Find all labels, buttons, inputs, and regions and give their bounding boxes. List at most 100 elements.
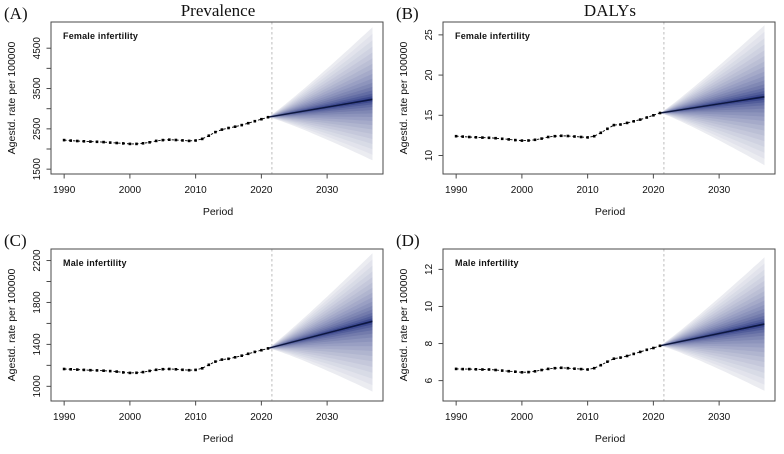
x-tick-label: 2010 bbox=[577, 412, 600, 423]
history-point bbox=[652, 114, 655, 117]
x-tick-label: 1990 bbox=[53, 412, 76, 423]
history-line bbox=[64, 116, 269, 145]
forecast-median-line bbox=[659, 96, 765, 114]
plot-border bbox=[442, 248, 776, 402]
history-point bbox=[102, 140, 105, 144]
x-tick-label: 1990 bbox=[53, 185, 76, 196]
history-point bbox=[599, 363, 603, 367]
history-point bbox=[214, 360, 217, 363]
history-point bbox=[606, 127, 609, 131]
history-point bbox=[507, 138, 510, 141]
history-point bbox=[494, 136, 497, 140]
history-point bbox=[494, 368, 497, 372]
y-tick-label: 20 bbox=[424, 69, 435, 81]
history-point bbox=[69, 368, 72, 371]
y-tick-label: 3500 bbox=[32, 77, 43, 100]
history-point bbox=[638, 118, 642, 121]
panel-letter: (B) bbox=[396, 4, 419, 23]
x-axis-title: Period bbox=[202, 206, 234, 218]
column-title-dalys: DALYs bbox=[583, 1, 637, 20]
history-point bbox=[619, 123, 622, 126]
history-point bbox=[181, 139, 184, 142]
history-point bbox=[200, 137, 204, 141]
history-point bbox=[481, 368, 484, 371]
history-point bbox=[527, 139, 530, 142]
x-tick-label: 2020 bbox=[250, 412, 273, 423]
history-point bbox=[62, 138, 66, 142]
panel-c-male-prevalence: 1990 2000 2010 2020 2030 1000 1400 1800 2200 (C)… bbox=[0, 227, 392, 454]
history-point bbox=[553, 134, 557, 138]
history-point bbox=[632, 120, 635, 123]
history-point bbox=[606, 360, 609, 363]
y-axis-title: Agestd. rate per 100000 bbox=[398, 41, 410, 155]
history-point bbox=[566, 134, 570, 138]
history-point bbox=[227, 126, 230, 130]
history-point bbox=[474, 136, 478, 139]
history-point bbox=[599, 131, 603, 135]
history-point bbox=[514, 138, 517, 142]
fan-band bbox=[268, 320, 373, 349]
x-tick-label: 2000 bbox=[119, 185, 142, 196]
history-point bbox=[95, 140, 99, 144]
history-point bbox=[592, 134, 596, 138]
history-point bbox=[122, 142, 125, 145]
fan-band bbox=[660, 87, 765, 113]
panel-b-female-dalys: 1990 2000 2010 2020 2030 10 15 20 25 (B) Female … bbox=[392, 0, 784, 227]
history-point bbox=[135, 371, 138, 375]
history-point bbox=[658, 344, 662, 348]
x-axis-title: Period bbox=[594, 206, 626, 218]
x-tick-label: 2020 bbox=[250, 185, 273, 196]
x-tick-label: 1990 bbox=[445, 412, 468, 423]
history-point bbox=[612, 123, 616, 127]
history-point bbox=[625, 121, 629, 125]
history-point bbox=[592, 366, 596, 370]
history-point bbox=[474, 368, 478, 371]
history-point bbox=[161, 138, 165, 142]
history-point bbox=[82, 140, 86, 143]
history-point bbox=[240, 123, 243, 127]
history-point bbox=[115, 370, 118, 373]
y-tick-label: 15 bbox=[424, 109, 435, 121]
plot-border bbox=[442, 21, 776, 175]
x-axis-title: Period bbox=[594, 433, 626, 445]
history-line bbox=[456, 345, 661, 373]
y-tick-label: 10 bbox=[424, 300, 435, 312]
y-tick-label: 8 bbox=[424, 340, 435, 346]
history-point bbox=[500, 369, 504, 372]
y-axis-title: Agestd. rate per 100000 bbox=[6, 268, 18, 382]
history-point bbox=[220, 358, 224, 361]
history-point bbox=[76, 139, 79, 143]
series-label: Female infertility bbox=[455, 31, 531, 41]
y-tick-label: 12 bbox=[424, 263, 435, 275]
fan-band bbox=[660, 318, 765, 346]
history-point bbox=[207, 134, 211, 137]
history-point bbox=[227, 357, 230, 361]
history-point bbox=[573, 367, 576, 370]
history-point bbox=[194, 368, 197, 372]
history-point bbox=[82, 368, 86, 372]
y-tick-label: 25 bbox=[424, 29, 435, 41]
history-point bbox=[658, 111, 662, 115]
history-point bbox=[62, 367, 66, 371]
fan-band bbox=[660, 95, 765, 113]
history-point bbox=[246, 121, 250, 125]
history-point bbox=[579, 135, 583, 139]
history-point bbox=[566, 366, 570, 370]
history-point bbox=[533, 370, 537, 373]
history-point bbox=[253, 350, 257, 354]
history-point bbox=[253, 119, 257, 123]
history-point bbox=[168, 367, 171, 371]
panel-letter: (A) bbox=[4, 4, 28, 23]
history-point bbox=[76, 368, 79, 371]
history-point bbox=[514, 370, 517, 373]
history-point bbox=[122, 371, 125, 374]
x-tick-label: 2010 bbox=[185, 185, 208, 196]
history-point bbox=[240, 354, 243, 357]
x-tick-label: 2030 bbox=[316, 412, 339, 423]
history-point bbox=[619, 356, 622, 359]
y-axis-title: Agestd. rate per 100000 bbox=[6, 41, 18, 155]
history-point bbox=[586, 368, 589, 371]
history-point bbox=[174, 138, 178, 142]
y-tick-label: 2200 bbox=[32, 249, 43, 272]
history-point bbox=[645, 116, 649, 119]
